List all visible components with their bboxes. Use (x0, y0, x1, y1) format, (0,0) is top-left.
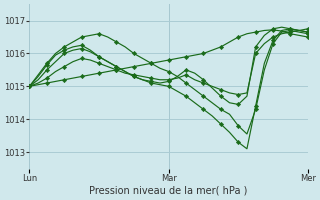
X-axis label: Pression niveau de la mer( hPa ): Pression niveau de la mer( hPa ) (90, 186, 248, 196)
